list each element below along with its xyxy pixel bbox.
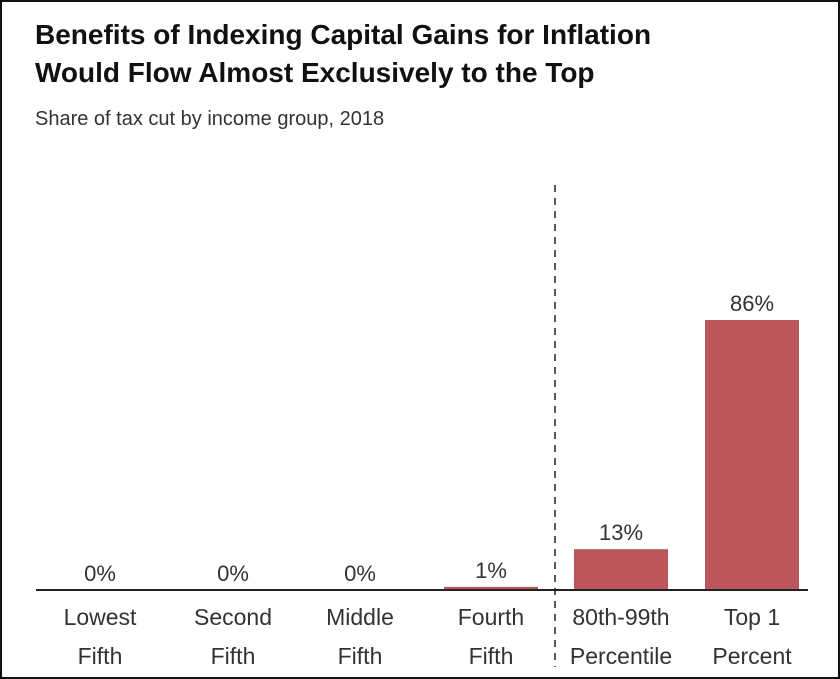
chart-title: Benefits of Indexing Capital Gains for I… <box>35 16 651 92</box>
x-tick-label-3-line-2: Fifth <box>338 643 383 669</box>
data-label-6: 86% <box>730 291 774 316</box>
chart-title-line-1: Benefits of Indexing Capital Gains for I… <box>35 19 652 50</box>
bar-6 <box>705 320 799 590</box>
x-tick-label-6-line-1: Top 1 <box>724 604 780 630</box>
data-label-4: 1% <box>475 558 507 583</box>
bar-4 <box>444 586 538 590</box>
x-tick-label-2-line-1: Second <box>194 604 272 630</box>
x-tick-label-1-line-1: Lowest <box>64 604 137 630</box>
chart-title-line-2: Would Flow Almost Exclusively to the Top <box>35 57 595 88</box>
x-tick-label-4-line-2: Fifth <box>469 643 514 669</box>
bar-5 <box>574 549 668 590</box>
x-tick-label-1-line-2: Fifth <box>78 643 123 669</box>
data-label-1: 0% <box>84 561 116 586</box>
x-tick-label-5-line-2: Percentile <box>570 643 672 669</box>
x-tick-label-6-line-2: Percent <box>712 643 792 669</box>
x-tick-label-5-line-1: 80th-99th <box>572 604 669 630</box>
chart-subtitle: Share of tax cut by income group, 2018 <box>35 108 385 130</box>
x-tick-label-4-line-1: Fourth <box>458 604 524 630</box>
data-label-2: 0% <box>217 561 249 586</box>
x-tick-label-3-line-1: Middle <box>326 604 394 630</box>
data-label-5: 13% <box>599 520 643 545</box>
x-tick-label-2-line-2: Fifth <box>211 643 256 669</box>
data-label-3: 0% <box>344 561 376 586</box>
